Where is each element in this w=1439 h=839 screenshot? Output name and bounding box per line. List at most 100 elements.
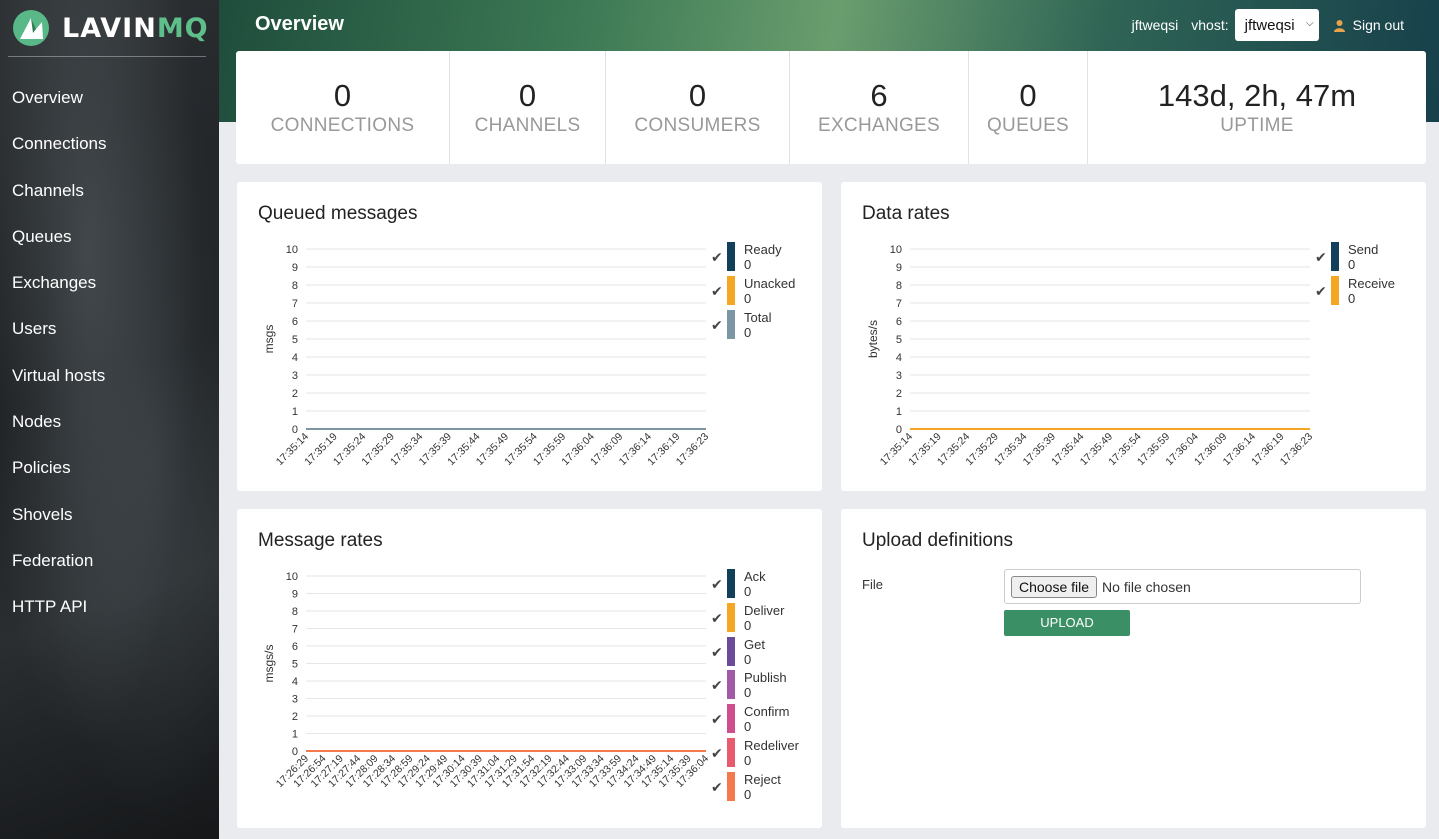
sidebar-item-http-api[interactable]: HTTP API xyxy=(12,597,88,617)
sign-out-link[interactable]: Sign out xyxy=(1333,17,1404,33)
stat-value: 0 xyxy=(688,78,707,113)
y-tick-label: 1 xyxy=(292,406,298,418)
message-rates-card: Message rates 0 1 2 3 4 5 6 7 8 9 10 msgs/s 17:26:29… xyxy=(237,509,822,828)
sidebar-nav: Overview Connections Channels Queues Exc… xyxy=(0,75,219,631)
legend-item-send[interactable]: ✔ Send 0 xyxy=(1315,242,1395,276)
legend-series-value: 0 xyxy=(744,290,752,306)
card-title: Data rates xyxy=(862,203,950,224)
legend-series-value: 0 xyxy=(744,685,752,701)
legend-series-name: Reject xyxy=(744,771,781,787)
y-tick-label: 2 xyxy=(292,388,298,400)
y-tick-label: 4 xyxy=(292,676,298,688)
checkmark-icon[interactable]: ✔ xyxy=(711,576,723,592)
sidebar-item-nodes[interactable]: Nodes xyxy=(12,412,62,432)
sidebar-item-users[interactable]: Users xyxy=(12,319,57,339)
legend-series-name: Ready xyxy=(744,242,782,257)
vhost-label: vhost: xyxy=(1191,17,1229,33)
upload-button[interactable]: UPLOAD xyxy=(1004,610,1130,636)
y-tick-label: 0 xyxy=(292,746,298,758)
stat-label: CONNECTIONS xyxy=(270,115,415,136)
legend-swatch xyxy=(1331,275,1339,305)
sidebar-divider xyxy=(8,56,206,57)
data-rates-chart: 012345678910bytes/s17:35:1417:35:1917:35… xyxy=(866,244,1315,468)
choose-file-button[interactable]: Choose file xyxy=(1011,575,1098,598)
legend-item-reject[interactable]: ✔ Reject 0 xyxy=(711,771,799,806)
checkmark-icon[interactable]: ✔ xyxy=(711,778,723,795)
legend-swatch xyxy=(1331,242,1339,271)
stat-connections[interactable]: 0 CONNECTIONS xyxy=(236,51,450,164)
legend-item-unacked[interactable]: ✔ Unacked 0 xyxy=(711,275,795,310)
sign-out-label: Sign out xyxy=(1352,17,1404,33)
legend-series-name: Receive xyxy=(1348,275,1395,291)
sidebar-item-channels[interactable]: Channels xyxy=(12,180,84,200)
legend-item-get[interactable]: ✔ Get 0 xyxy=(711,636,799,671)
legend-series-value: 0 xyxy=(744,584,752,599)
checkmark-icon[interactable]: ✔ xyxy=(711,282,723,299)
queued-messages-legend: ✔ Ready 0 ✔ Unacked 0 ✔ Total 0 xyxy=(711,242,795,343)
checkmark-icon[interactable]: ✔ xyxy=(711,744,723,761)
legend-item-ready[interactable]: ✔ Ready 0 xyxy=(711,242,795,276)
sidebar-item-federation[interactable]: Federation xyxy=(12,550,94,570)
legend-item-redeliver[interactable]: ✔ Redeliver 0 xyxy=(711,737,799,772)
legend-series-name: Total xyxy=(744,309,772,325)
y-tick-label: 2 xyxy=(896,388,902,400)
checkmark-icon[interactable]: ✔ xyxy=(711,677,723,694)
checkmark-icon[interactable]: ✔ xyxy=(711,609,723,626)
logo[interactable]: LAVINMQ xyxy=(12,8,209,48)
legend-label: Total 0 xyxy=(744,310,771,344)
y-tick-label: 10 xyxy=(890,244,902,256)
sidebar-item-virtual-hosts[interactable]: Virtual hosts xyxy=(12,365,106,385)
y-tick-label: 5 xyxy=(896,334,902,346)
y-tick-label: 4 xyxy=(292,352,298,364)
checkmark-icon[interactable]: ✔ xyxy=(1315,249,1327,265)
y-tick-label: 7 xyxy=(292,298,298,310)
legend-swatch xyxy=(727,771,735,801)
stat-exchanges[interactable]: 6 EXCHANGES xyxy=(790,51,969,164)
y-tick-label: 8 xyxy=(292,606,298,618)
file-input[interactable]: Choose file No file chosen xyxy=(1004,569,1361,604)
checkmark-icon[interactable]: ✔ xyxy=(711,249,723,265)
sidebar-item-overview[interactable]: Overview xyxy=(12,88,83,107)
sidebar-item-policies[interactable]: Policies xyxy=(12,458,71,478)
y-tick-label: 1 xyxy=(896,406,902,418)
y-tick-label: 9 xyxy=(896,262,902,274)
legend-label: Publish 0 xyxy=(744,670,787,704)
message-rates-legend: ✔ Ack 0 ✔ Deliver 0 ✔ Get 0 ✔ Publish 0 ✔ Confirm 0 ✔ Re… xyxy=(711,569,799,806)
stat-label: QUEUES xyxy=(986,115,1070,136)
checkmark-icon[interactable]: ✔ xyxy=(1315,282,1327,299)
y-tick-label: 0 xyxy=(896,424,902,436)
stat-consumers[interactable]: 0 CONSUMERS xyxy=(606,51,790,164)
legend-item-confirm[interactable]: ✔ Confirm 0 xyxy=(711,704,799,738)
checkmark-icon[interactable]: ✔ xyxy=(711,316,723,333)
y-tick-label: 0 xyxy=(292,424,298,436)
sidebar-item-queues[interactable]: Queues xyxy=(12,226,72,246)
legend-series-value: 0 xyxy=(744,752,752,768)
vhost-select[interactable]: jftweqsi ⌵ xyxy=(1234,9,1319,41)
sidebar-item-shovels[interactable]: Shovels xyxy=(12,504,73,524)
lavinmq-logo-icon xyxy=(12,9,50,47)
legend-label: Confirm 0 xyxy=(744,704,790,738)
data-rates-legend: ✔ Send 0 ✔ Receive 0 xyxy=(1315,242,1395,310)
legend-item-deliver[interactable]: ✔ Deliver 0 xyxy=(711,602,799,637)
legend-item-ack[interactable]: ✔ Ack 0 xyxy=(711,569,799,603)
sidebar-item-exchanges[interactable]: Exchanges xyxy=(12,273,97,293)
y-tick-label: 8 xyxy=(292,280,298,292)
checkmark-icon[interactable]: ✔ xyxy=(711,643,723,660)
data-rates-card: Data rates 0 1 2 3 4 5 6 7 8 9 10 bytes/s 17:35:14 17… xyxy=(841,182,1426,491)
y-axis-label: bytes/s xyxy=(866,320,880,358)
stat-label: CONSUMERS xyxy=(634,115,761,136)
legend-item-publish[interactable]: ✔ Publish 0 xyxy=(711,670,799,704)
legend-series-value: 0 xyxy=(744,617,752,633)
legend-item-total[interactable]: ✔ Total 0 xyxy=(711,309,795,344)
legend-series-name: Redeliver xyxy=(744,737,799,753)
legend-item-receive[interactable]: ✔ Receive 0 xyxy=(1315,275,1395,310)
legend-series-value: 0 xyxy=(744,257,752,272)
checkmark-icon[interactable]: ✔ xyxy=(711,711,723,728)
legend-series-name: Get xyxy=(744,636,765,652)
sidebar-item-connections[interactable]: Connections xyxy=(12,134,107,154)
stat-value: 0 xyxy=(518,78,537,113)
stat-queues[interactable]: 0 QUEUES xyxy=(969,51,1088,164)
stat-channels[interactable]: 0 CHANNELS xyxy=(450,51,606,164)
legend-series-value: 0 xyxy=(744,651,752,667)
y-axis-label: msgs/s xyxy=(262,644,276,682)
